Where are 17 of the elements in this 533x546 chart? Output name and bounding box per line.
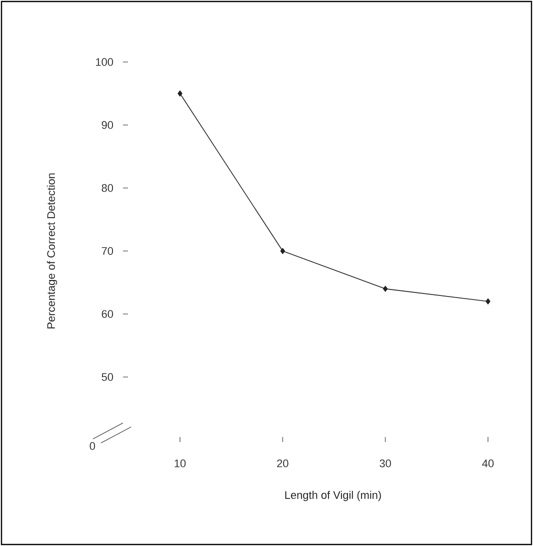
y-tick-label: 60 xyxy=(102,310,114,318)
y-tick-label: 100 xyxy=(96,58,114,66)
point xyxy=(486,298,490,304)
y-axis-title: Percentage of Correct Detection xyxy=(46,173,58,328)
point xyxy=(382,286,388,292)
y-tick-label: 70 xyxy=(102,247,114,255)
y-tick-label: 90 xyxy=(102,121,114,129)
x-axis-title: Length of Vigil (min) xyxy=(285,490,381,502)
x-tick-label: 40 xyxy=(482,460,494,468)
y-tick-label: 50 xyxy=(102,373,114,381)
y-tick-label: 80 xyxy=(102,184,114,192)
x-tick-label: 30 xyxy=(380,460,391,468)
point xyxy=(178,90,182,96)
x-tick-label: 20 xyxy=(277,460,288,468)
text: 0 xyxy=(90,442,96,450)
x-tick-label: 10 xyxy=(174,460,186,468)
point xyxy=(280,248,286,254)
